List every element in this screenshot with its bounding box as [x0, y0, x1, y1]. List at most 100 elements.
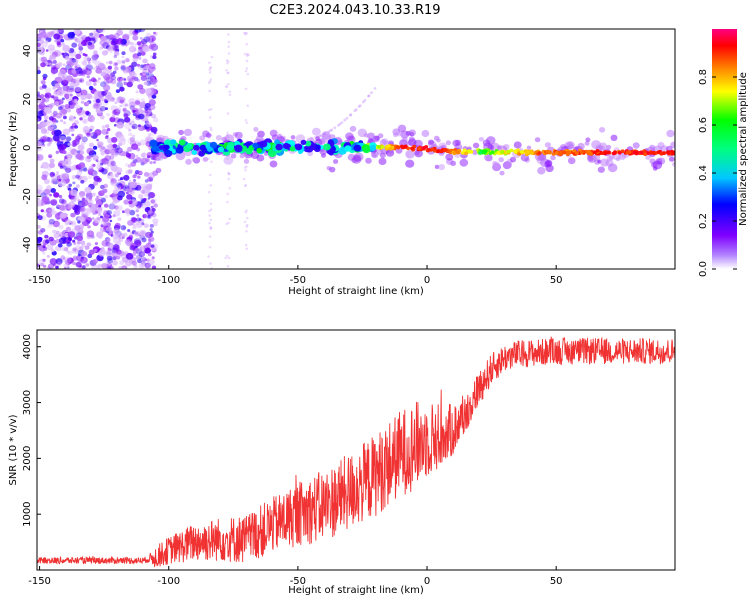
noise-blob	[93, 32, 101, 39]
streak-blob	[226, 112, 230, 115]
noise-blob	[132, 109, 136, 113]
noise-blob	[129, 122, 132, 126]
noise-blob	[101, 90, 107, 96]
noise-blob	[136, 41, 142, 46]
noise-blob	[97, 77, 101, 81]
streak-blob	[209, 66, 213, 69]
noise-blob	[118, 238, 124, 242]
noise-blob	[80, 217, 85, 222]
noise-blob	[97, 206, 103, 211]
noise-blob	[114, 184, 122, 191]
noise-blob	[121, 265, 128, 269]
noise-blob	[81, 35, 88, 41]
streak-blob	[225, 85, 228, 88]
ridge-blob	[625, 150, 630, 154]
streak-blob	[244, 69, 248, 73]
noise-blob	[130, 216, 137, 222]
noise-blob	[44, 40, 49, 44]
noise-blob	[69, 48, 75, 53]
noise-blob	[40, 62, 46, 68]
noise-blob	[75, 184, 80, 189]
noise-blob	[140, 231, 145, 235]
ridge-blob	[634, 151, 639, 156]
streak-blob	[209, 226, 212, 229]
noise-blob	[75, 60, 79, 63]
noise-blob	[90, 36, 96, 41]
streak-blob	[210, 108, 213, 111]
noise-blob	[143, 81, 148, 86]
noise-blob	[94, 242, 98, 246]
noise-blob	[122, 236, 125, 239]
noise-blob	[127, 169, 133, 174]
noise-blob	[37, 243, 43, 251]
ridge-blob	[289, 146, 296, 152]
noise-blob	[128, 45, 137, 53]
colorbar-tick-label: 0.4	[698, 165, 709, 181]
streak-blob	[225, 69, 228, 72]
noise-blob	[135, 255, 141, 260]
noise-blob	[128, 98, 136, 105]
ridge-blob	[170, 139, 177, 145]
noise-blob	[71, 133, 75, 137]
noise-blob	[94, 53, 100, 59]
ridge-blob	[388, 146, 393, 151]
noise-blob	[53, 33, 61, 40]
noise-blob	[70, 189, 78, 196]
noise-blob	[134, 156, 142, 163]
noise-blob	[96, 264, 102, 269]
noise-blob	[37, 189, 41, 195]
noise-blob	[82, 265, 86, 269]
ridge-blob	[303, 145, 312, 153]
halo-blob	[405, 149, 415, 159]
noise-blob	[83, 168, 88, 172]
noise-blob	[110, 161, 116, 166]
streak-blob	[245, 67, 249, 70]
arc-blob	[319, 134, 323, 137]
ridge-blob	[151, 145, 159, 152]
colorbar-tick-label: 0.8	[698, 69, 709, 85]
noise-blob	[119, 150, 126, 157]
streak-blob	[208, 89, 211, 93]
halo-blob	[537, 166, 546, 175]
noise-blob	[91, 95, 95, 100]
noise-blob	[80, 100, 85, 104]
noise-blob	[141, 38, 148, 45]
halo-blob	[269, 129, 278, 137]
noise-blob	[84, 68, 92, 76]
noise-blob	[114, 173, 120, 178]
noise-blob	[54, 83, 60, 88]
noise-blob	[110, 72, 116, 77]
noise-blob	[73, 197, 78, 201]
ridge-blob	[554, 151, 559, 155]
noise-blob	[74, 120, 80, 125]
halo-blob	[326, 166, 332, 171]
arc-blob	[330, 128, 334, 132]
noise-blob	[66, 241, 72, 247]
noise-blob	[83, 55, 90, 62]
noise-blob	[147, 133, 152, 137]
noise-blob	[131, 120, 135, 124]
noise-blob	[96, 216, 101, 221]
noise-blob	[48, 155, 52, 159]
noise-blob	[131, 260, 137, 266]
noise-blob	[132, 35, 139, 41]
noise-blob	[69, 82, 75, 87]
halo-blob	[345, 132, 354, 141]
arc-blob	[343, 118, 347, 122]
ridge-blob	[617, 151, 622, 155]
noise-blob	[61, 42, 66, 46]
noise-blob	[71, 261, 76, 265]
noise-blob	[37, 69, 41, 75]
noise-blob	[41, 120, 48, 127]
noise-blob	[106, 94, 113, 101]
noise-blob	[144, 179, 149, 183]
noise-blob	[145, 121, 152, 128]
noise-blob	[111, 115, 116, 119]
noise-blob	[71, 122, 77, 128]
streak-blob	[226, 265, 230, 268]
streak-blob	[227, 177, 230, 181]
noise-blob	[86, 132, 91, 137]
noise-blob	[51, 126, 54, 129]
noise-blob	[131, 125, 136, 129]
noise-blob	[48, 62, 52, 66]
